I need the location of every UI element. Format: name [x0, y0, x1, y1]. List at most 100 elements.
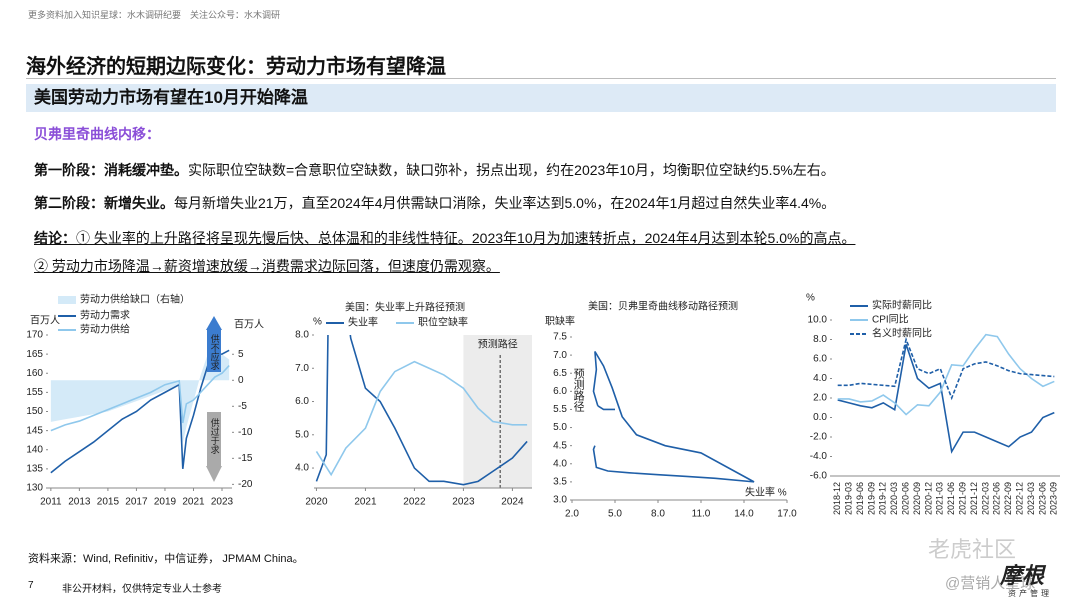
rule	[26, 78, 1056, 79]
y-tick-label: 160	[26, 368, 43, 379]
x-tick-label: 2019	[154, 497, 177, 508]
y-tick-label: 7.0	[553, 350, 567, 361]
y-tick-label: 10.0	[808, 315, 828, 326]
y-tick-label: 7.0	[295, 363, 309, 374]
x-tick-label: 2023	[452, 497, 475, 508]
y-tick-label: 7.5	[553, 332, 567, 343]
source: 资料来源：Wind, Refinitiv，中信证券， JPMAM China。	[28, 553, 304, 565]
y-tick-label: 3.0	[553, 495, 567, 506]
y-tick-label: 145	[26, 425, 43, 436]
y-tick-label: 5.0	[553, 422, 567, 433]
x-tick-label: 2013	[68, 497, 91, 508]
annotation-box	[207, 330, 221, 372]
x-tick-label: 11.0	[692, 509, 711, 520]
x-tick-label: 2019-12	[878, 482, 888, 515]
x-tick-label: 2020	[305, 497, 328, 508]
legend-label: 劳动力需求	[80, 309, 130, 322]
y2-tick-label: 0	[238, 375, 244, 386]
y2-tick-label: -20	[238, 479, 253, 490]
x-tick-label: 2022-09	[1003, 482, 1013, 515]
x-tick-label: 2020-03	[889, 482, 899, 515]
legend-label: 实际时薪同比	[872, 299, 932, 312]
x-tick-label: 2019-06	[855, 482, 865, 515]
y-tick-label: -2.0	[810, 432, 828, 443]
y-tick-label: 8.0	[295, 330, 309, 341]
text: 每月新增失业21万，直至2024年4月供需缺口消除，失业率达到5.0%，在202…	[174, 195, 836, 211]
x-tick-label: 5.0	[608, 509, 622, 520]
line	[837, 336, 1055, 401]
watermark: @营销人星球	[945, 575, 1036, 592]
y-tick-label: 165	[26, 349, 43, 360]
y-tick-label: 6.0	[295, 396, 309, 407]
line	[592, 351, 755, 483]
x-tick-label: 2020-06	[900, 482, 910, 515]
text: ① 失业率的上升路径将呈现先慢后快、总体温和的非线性特征。2023年10月为加速…	[76, 230, 856, 246]
logo-sub: 资产管理	[1008, 589, 1052, 598]
label: 结论：	[34, 230, 76, 246]
top-note: 更多资料加入知识星球：水木调研纪要 关注公众号：水木调研	[28, 10, 281, 20]
y-tick-label: 135	[26, 464, 43, 475]
legend-label: 失业率	[348, 316, 378, 329]
y-label: 百万人	[30, 315, 60, 327]
annotation: 预测路径	[572, 368, 585, 412]
y2-tick-label: -10	[238, 427, 253, 438]
x-tick-label: 2019-03	[843, 482, 853, 515]
y-tick-label: 4.0	[813, 373, 827, 384]
annotation: 供不应求	[210, 333, 220, 370]
y-tick-label: 3.5	[553, 477, 567, 488]
label: 第二阶段：新增失业。	[34, 195, 174, 211]
x-tick-label: 2022-03	[980, 482, 990, 515]
chart-title: 美国：失业率上升路径预测	[345, 301, 465, 314]
arrow	[206, 466, 222, 482]
stage: 第一阶段：消耗缓冲垫。实际职位空缺数=合意职位空缺数，缺口弥补，拐点出现，约在2…	[34, 160, 835, 180]
line	[597, 405, 615, 411]
y-tick-label: 4.0	[295, 463, 309, 474]
title: 海外经济的短期边际变化：劳动力市场有望降温	[26, 56, 446, 78]
y-label: %	[313, 317, 322, 328]
x-tick-label: 2020-12	[923, 482, 933, 515]
shade-label: 预测路径	[478, 338, 518, 351]
x-tick-label: 2018-12	[832, 482, 842, 515]
x-tick-label: 8.0	[651, 509, 665, 520]
x-tick-label: 2023-09	[1049, 482, 1059, 515]
y-tick-label: 6.0	[553, 386, 567, 397]
x-tick-label: 2021	[354, 497, 377, 508]
x-tick-label: 2021-12	[969, 482, 979, 515]
x-tick-label: 14.0	[734, 509, 754, 520]
x-tick-label: 2019-09	[866, 482, 876, 515]
line	[837, 344, 1055, 454]
y-label: %	[806, 293, 815, 304]
y-tick-label: 140	[26, 444, 43, 455]
legend-label: 劳动力供给	[80, 323, 130, 336]
x-tick-label: 2024	[501, 497, 524, 508]
x-tick-label: 2021-03	[935, 482, 945, 515]
x-tick-label: 2022-12	[1014, 482, 1024, 515]
chart-title: 美国：贝弗里奇曲线移动路径预测	[588, 300, 738, 313]
line	[315, 360, 528, 477]
heading: 贝弗里奇曲线内移：	[34, 126, 160, 142]
legend-label: 职位空缺率	[418, 316, 468, 329]
y-tick-label: 4.5	[553, 440, 567, 451]
arrow	[206, 316, 222, 330]
y-tick-label: 6.0	[813, 354, 827, 365]
forecast-shade	[463, 335, 532, 488]
x-label: 失业率 %	[745, 486, 787, 499]
legend-label: CPI同比	[872, 314, 909, 326]
x-tick-label: 2023-06	[1037, 482, 1047, 515]
x-tick-label: 2022	[403, 497, 426, 508]
x-tick-label: 2023	[211, 497, 234, 508]
conclusion: 结论：① 失业率的上升路径将呈现先慢后快、总体温和的非线性特征。2023年10月…	[34, 228, 855, 248]
x-tick-label: 2021-09	[957, 482, 967, 515]
stage: 第二阶段：新增失业。每月新增失业21万，直至2024年4月供需缺口消除，失业率达…	[34, 193, 835, 213]
annotation-box	[207, 412, 221, 466]
logo: 摩根	[1000, 563, 1045, 588]
annotation: 供过于求	[210, 417, 220, 454]
x-tick-label: 2.0	[565, 509, 579, 520]
x-tick-label: 2023-03	[1026, 482, 1036, 515]
y-tick-label: 4.0	[553, 458, 567, 469]
text: 实际职位空缺数=合意职位空缺数，缺口弥补，拐点出现，约在2023年10月，均衡职…	[188, 162, 835, 178]
label: 第一阶段：消耗缓冲垫。	[34, 162, 188, 178]
y-tick-label: 150	[26, 406, 43, 417]
